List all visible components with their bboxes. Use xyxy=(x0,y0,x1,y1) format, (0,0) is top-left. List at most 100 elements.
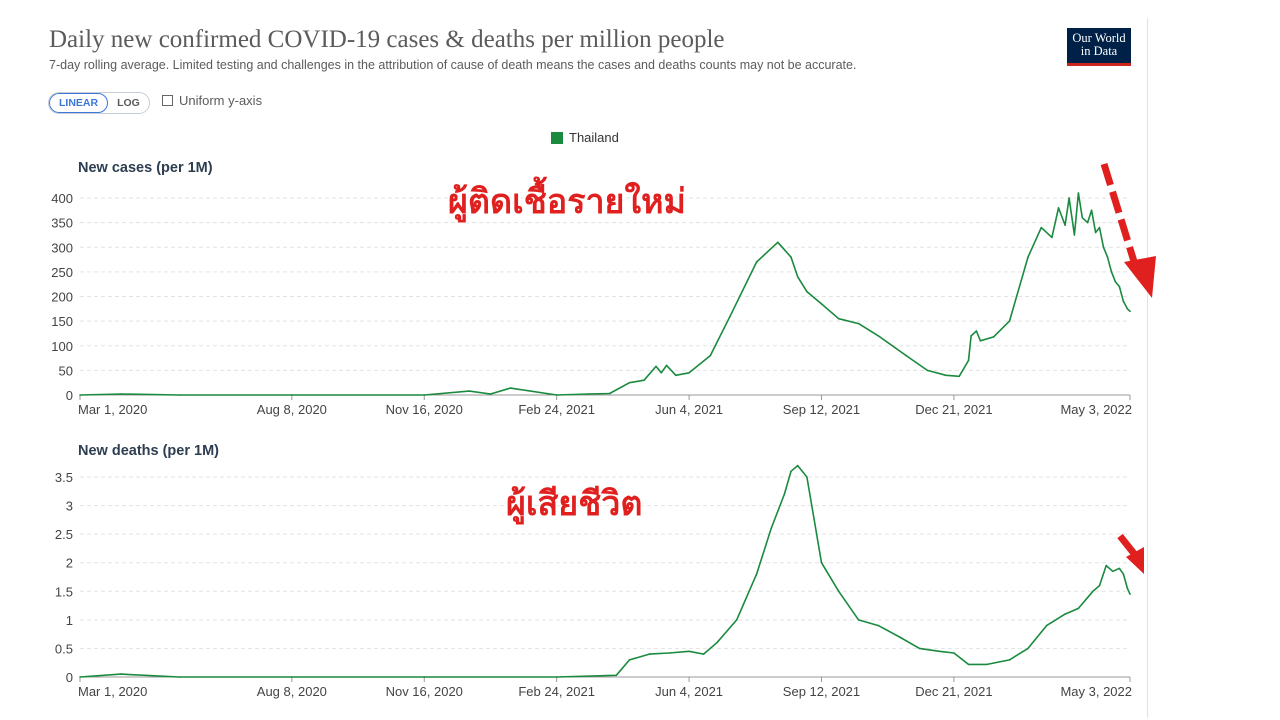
data-point xyxy=(120,673,122,675)
data-point xyxy=(587,393,590,395)
data-point xyxy=(945,374,947,377)
data-point xyxy=(1094,231,1097,234)
data-point xyxy=(1045,624,1048,627)
data-point xyxy=(291,676,293,678)
down-arrow-icon xyxy=(1117,533,1144,574)
data-point xyxy=(967,359,970,362)
right-divider xyxy=(1147,18,1148,718)
data-point xyxy=(1008,659,1011,661)
data-point xyxy=(468,390,471,392)
y-tick-label: 350 xyxy=(51,216,73,231)
data-point xyxy=(555,394,558,396)
x-tick-label: Dec 21, 2021 xyxy=(915,402,992,417)
y-tick-label: 200 xyxy=(51,290,73,305)
y-tick-label: 1.5 xyxy=(55,584,73,599)
data-point xyxy=(688,372,690,374)
cases-annotation: ผู้ติดเชื้อรายใหม่ xyxy=(448,176,686,223)
y-tick-label: 2 xyxy=(66,556,73,571)
x-tick-label: Aug 8, 2020 xyxy=(257,684,327,699)
data-point xyxy=(1040,226,1043,229)
data-point xyxy=(992,336,995,338)
data-point xyxy=(905,354,907,357)
data-point xyxy=(643,379,645,382)
y-tick-label: 250 xyxy=(51,265,73,280)
data-point xyxy=(79,676,81,678)
data-point xyxy=(1051,236,1053,239)
data-point xyxy=(926,369,929,372)
data-point xyxy=(1086,221,1089,224)
data-point xyxy=(877,624,880,627)
data-point xyxy=(837,590,840,593)
data-point xyxy=(615,674,618,677)
data-point xyxy=(628,381,631,384)
data-point xyxy=(975,330,978,332)
y-tick-label: 150 xyxy=(51,314,73,329)
data-point xyxy=(688,650,690,653)
data-point xyxy=(628,659,631,661)
data-point xyxy=(655,365,657,368)
x-tick-label: Sep 12, 2021 xyxy=(783,684,860,699)
deaths-annotation: ผู้เสียชีวิต xyxy=(506,484,642,525)
checkbox-icon[interactable] xyxy=(162,95,173,106)
owid-logo[interactable]: Our World in Data xyxy=(1067,28,1131,66)
data-point xyxy=(1027,647,1029,650)
data-point xyxy=(837,317,840,320)
data-point xyxy=(1110,271,1113,273)
x-tick-label: Sep 12, 2021 xyxy=(783,402,860,417)
data-point xyxy=(608,392,611,395)
data-point xyxy=(1068,197,1070,199)
y-tick-label: 300 xyxy=(51,240,73,255)
logo-line-1: Our World xyxy=(1072,31,1126,45)
data-point xyxy=(489,393,492,395)
data-point xyxy=(423,676,426,678)
data-point xyxy=(1090,209,1093,212)
uniform-y-axis-label: Uniform y-axis xyxy=(179,93,263,108)
data-point xyxy=(1077,607,1080,610)
data-point xyxy=(806,476,808,478)
cases-panel-title: New cases (per 1M) xyxy=(78,160,213,176)
data-point xyxy=(777,241,779,244)
y-tick-label: 2.5 xyxy=(55,527,73,542)
data-point xyxy=(1122,573,1125,575)
data-point xyxy=(820,303,823,305)
data-point xyxy=(1098,584,1101,587)
cases-line xyxy=(79,192,1131,396)
legend-label: Thailand xyxy=(569,130,619,145)
data-point xyxy=(986,663,988,666)
data-point xyxy=(660,372,663,374)
x-tick-label: Jun 4, 2021 xyxy=(655,684,723,699)
uniform-y-axis-toggle[interactable]: Uniform y-axis xyxy=(162,93,262,108)
data-point xyxy=(1098,226,1101,229)
data-point xyxy=(555,676,558,678)
data-point xyxy=(898,636,901,638)
data-point xyxy=(857,619,860,621)
legend[interactable]: Thailand xyxy=(551,130,619,145)
linear-button[interactable]: LINEAR xyxy=(49,93,109,113)
data-point xyxy=(806,290,808,293)
y-tick-label: 400 xyxy=(51,191,73,206)
data-point xyxy=(1092,590,1094,593)
data-point xyxy=(675,374,677,377)
data-point xyxy=(665,364,668,367)
x-tick-label: Mar 1, 2020 xyxy=(78,684,147,699)
data-point xyxy=(716,641,718,644)
data-point xyxy=(918,647,921,650)
y-tick-label: 3 xyxy=(66,499,73,514)
data-point xyxy=(1122,300,1125,303)
log-button[interactable]: LOG xyxy=(117,97,140,109)
x-tick-label: Mar 1, 2020 xyxy=(78,402,147,417)
data-point xyxy=(1081,216,1084,219)
data-point xyxy=(755,261,758,263)
data-point xyxy=(796,464,799,467)
deaths-panel-title: New deaths (per 1M) xyxy=(78,443,219,459)
data-point xyxy=(1057,207,1060,209)
x-tick-label: Jun 4, 2021 xyxy=(655,402,723,417)
data-point xyxy=(857,322,860,325)
y-tick-label: 0.5 xyxy=(55,641,73,656)
data-point xyxy=(291,394,293,396)
y-tick-label: 0 xyxy=(66,670,73,685)
data-point xyxy=(770,527,772,530)
data-point xyxy=(668,652,670,654)
data-point xyxy=(178,394,181,396)
